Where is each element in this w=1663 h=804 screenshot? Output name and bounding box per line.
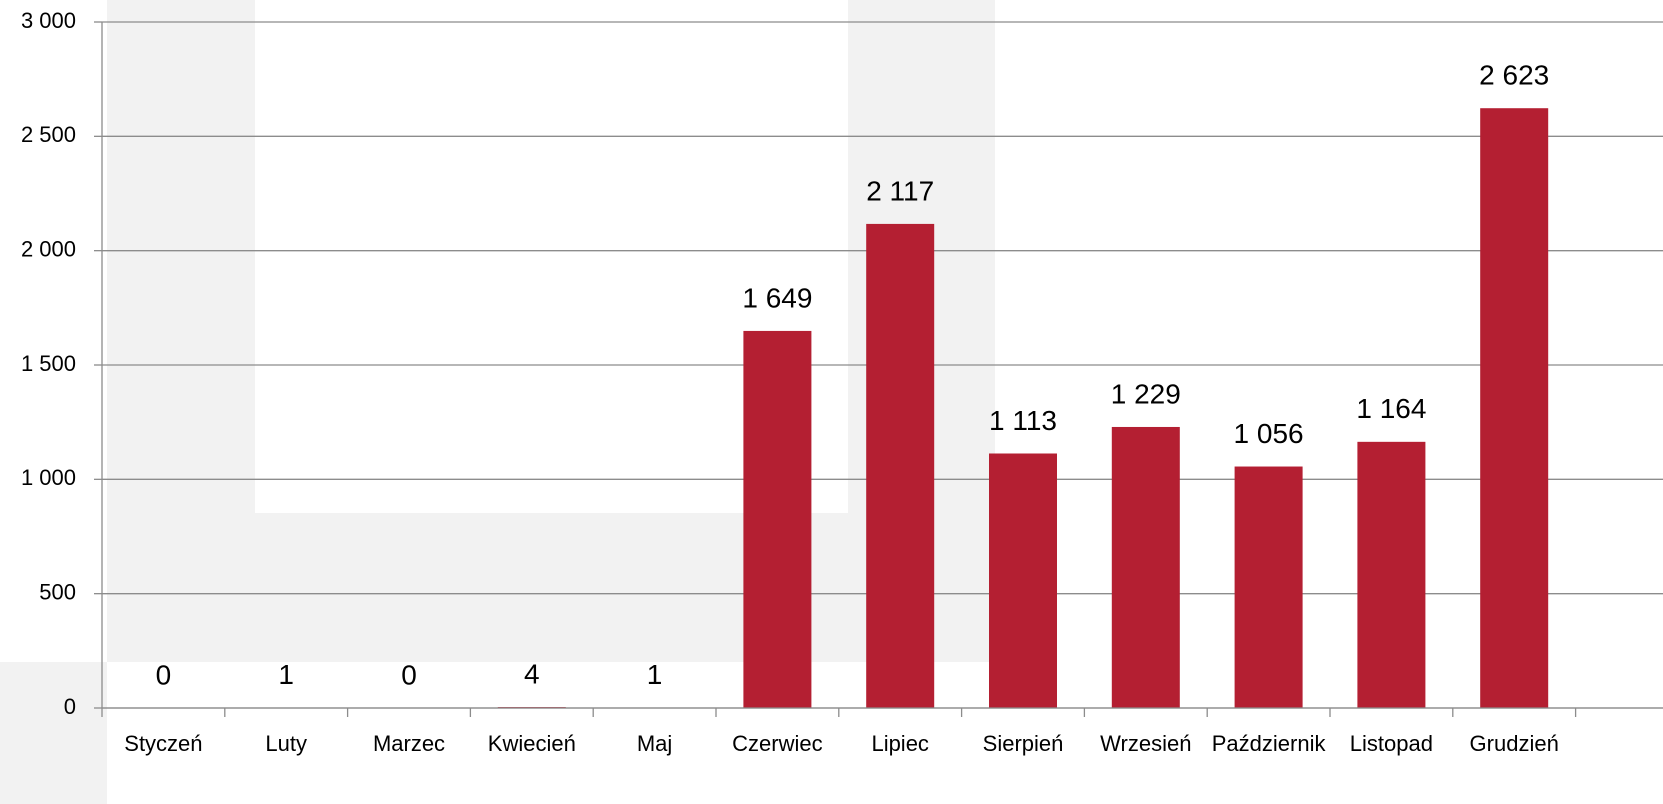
- bar: [1111, 426, 1180, 708]
- x-tick-label: Październik: [1212, 731, 1327, 756]
- value-label: 2 117: [866, 175, 934, 206]
- bar: [1357, 441, 1426, 708]
- x-tick-label: Maj: [637, 731, 672, 756]
- value-label: 1 164: [1356, 393, 1426, 424]
- x-tick-label: Styczeń: [124, 731, 202, 756]
- x-tick-label: Marzec: [373, 731, 445, 756]
- background-decoration: [0, 662, 107, 804]
- y-tick-label: 1 000: [21, 465, 76, 490]
- y-tick-label: 3 000: [21, 8, 76, 33]
- bar: [1234, 466, 1303, 708]
- x-tick-label: Listopad: [1350, 731, 1433, 756]
- y-tick-label: 2 000: [21, 236, 76, 261]
- y-tick-label: 2 500: [21, 122, 76, 147]
- value-label: 1 649: [742, 282, 812, 313]
- x-tick-label: Kwiecień: [488, 731, 576, 756]
- bar: [1480, 108, 1549, 708]
- x-tick-label: Czerwiec: [732, 731, 822, 756]
- y-tick-label: 1 500: [21, 351, 76, 376]
- bar: [866, 223, 935, 709]
- value-label: 0: [401, 659, 417, 690]
- value-label: 1: [278, 659, 294, 690]
- value-label: 2 623: [1479, 60, 1549, 91]
- x-tick-label: Grudzień: [1470, 731, 1559, 756]
- bar: [989, 453, 1057, 708]
- x-tick-label: Sierpień: [983, 731, 1064, 756]
- x-tick-label: Lipiec: [871, 731, 928, 756]
- value-label: 1 113: [989, 405, 1057, 436]
- bar: [743, 330, 812, 708]
- value-label: 0: [156, 659, 172, 690]
- x-tick-label: Luty: [265, 731, 307, 756]
- value-label: 1: [647, 659, 663, 690]
- value-label: 4: [524, 658, 540, 689]
- y-tick-label: 0: [64, 694, 76, 719]
- background-decoration: [107, 0, 995, 662]
- x-tick-label: Wrzesień: [1100, 731, 1191, 756]
- value-label: 1 056: [1234, 418, 1304, 449]
- y-tick-label: 500: [39, 579, 76, 604]
- value-label: 1 229: [1111, 378, 1181, 409]
